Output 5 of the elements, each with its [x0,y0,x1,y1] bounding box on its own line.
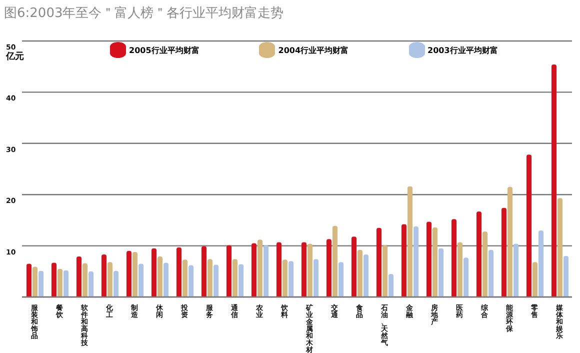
y-axis-title: 亿元 [6,50,24,63]
legend-label: 2005行业平均财富 [128,44,200,56]
chart-title: 图6:2003年至今＂富人榜＂各行业平均财富走势 [4,5,284,22]
legend-label: 2004行业平均财富 [277,44,349,56]
legend-label: 2003行业平均财富 [426,44,498,56]
